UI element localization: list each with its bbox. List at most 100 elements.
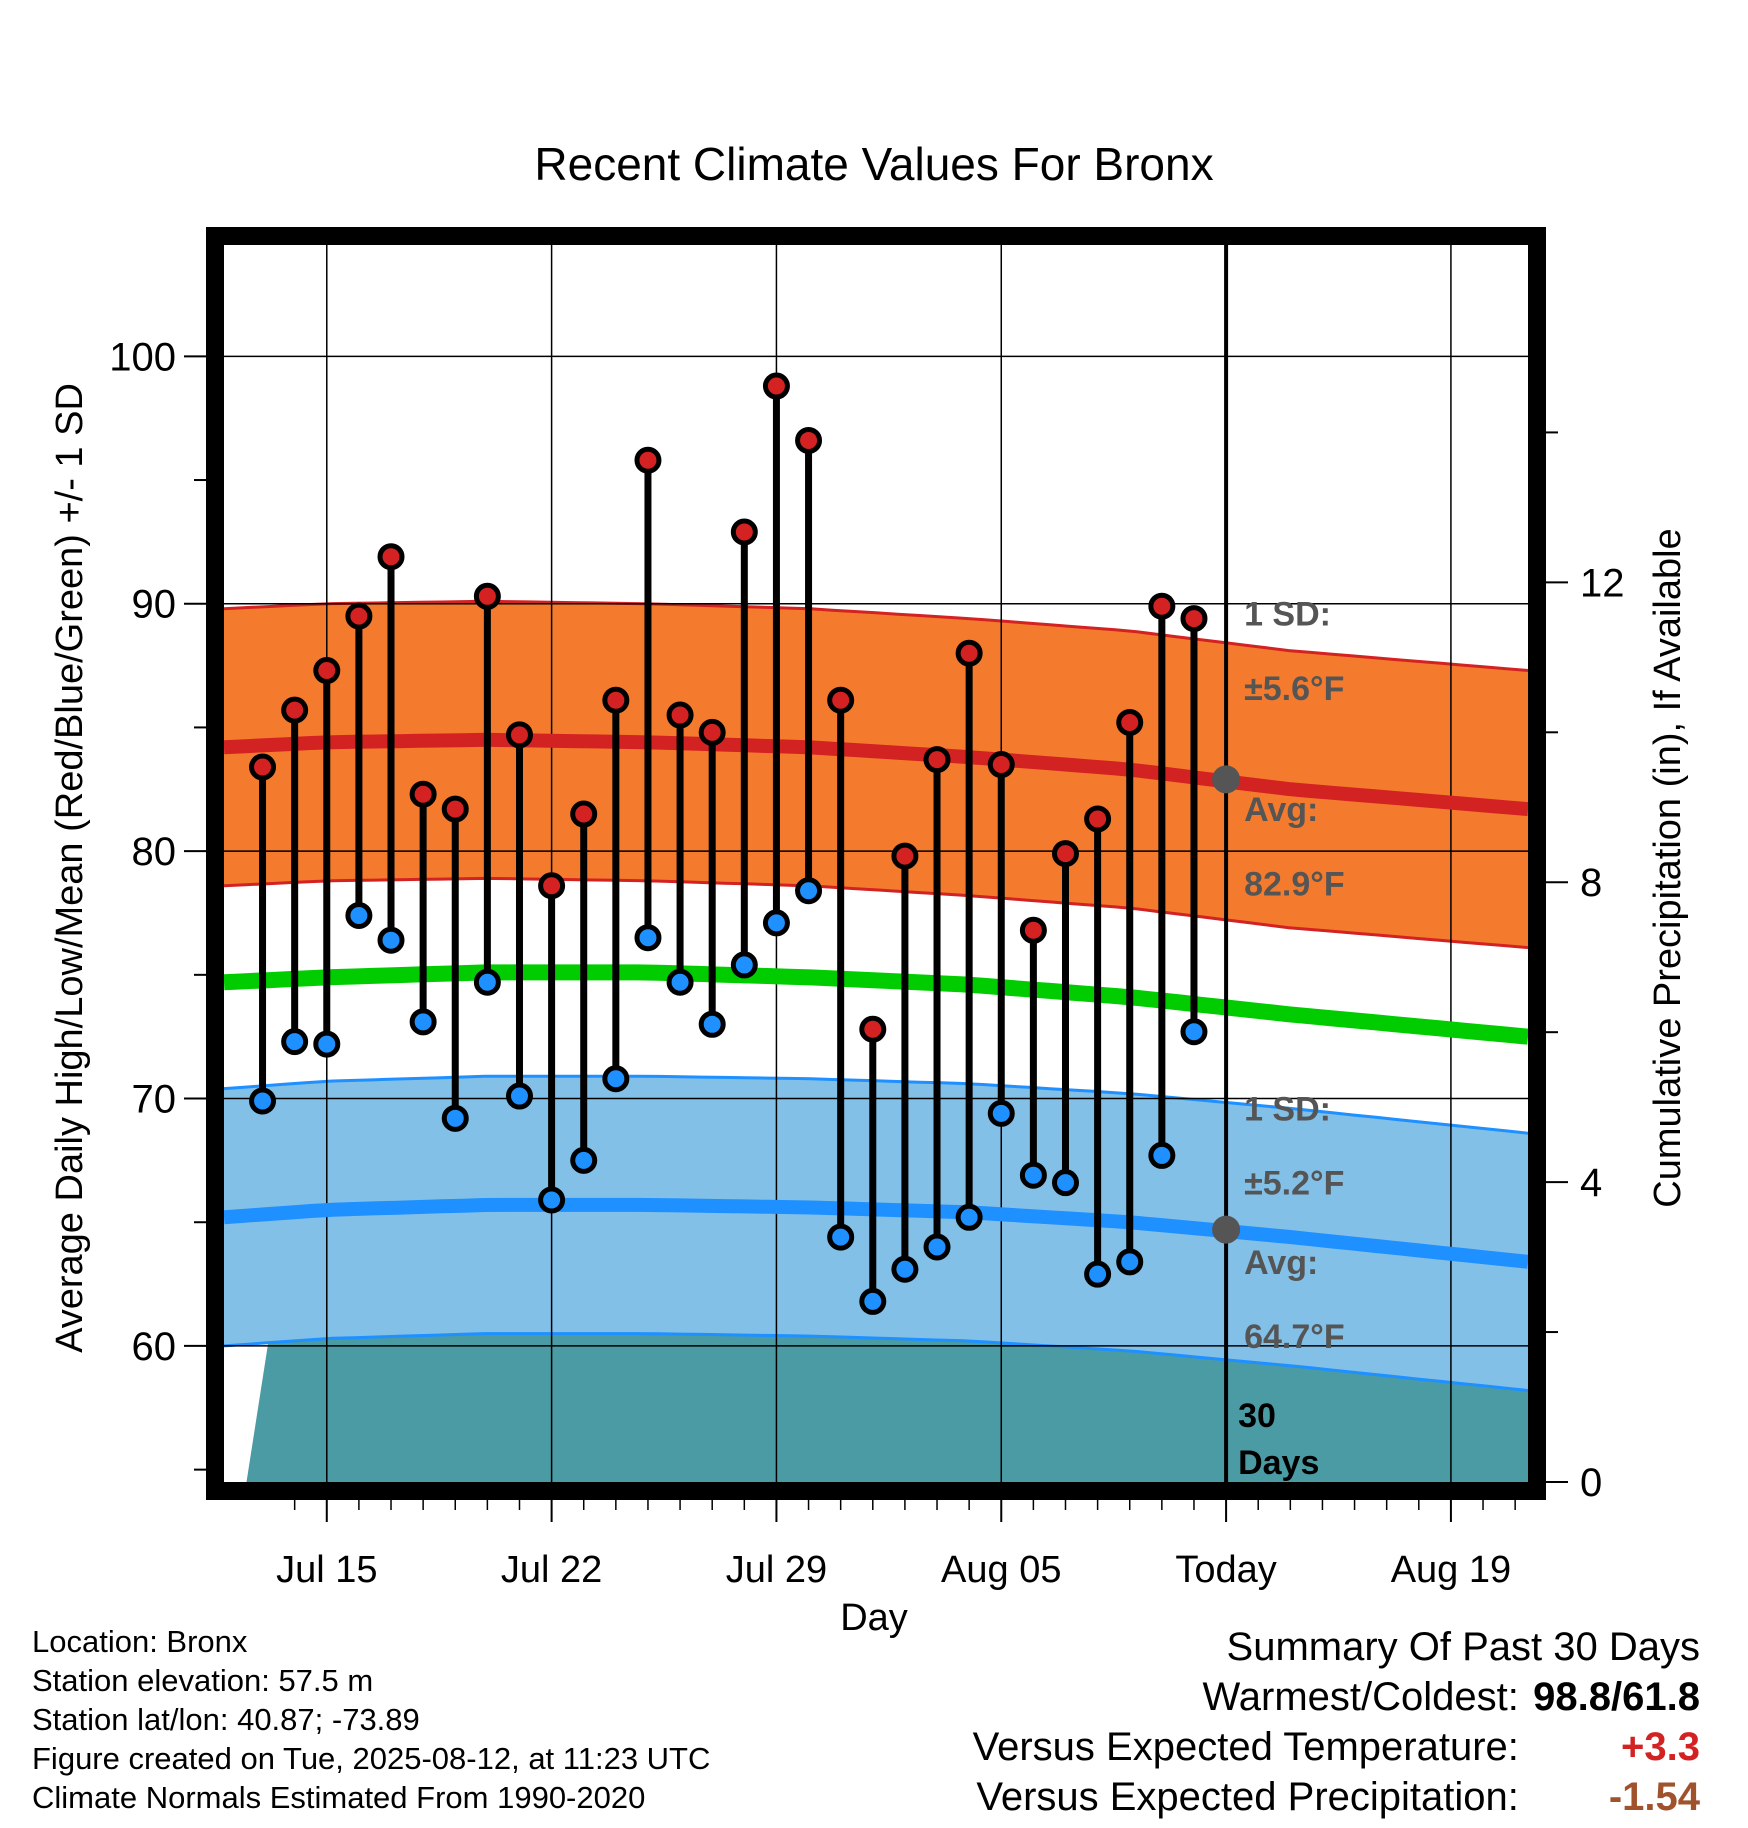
warm-cold-label: Warmest/Coldest: <box>1202 1675 1519 1719</box>
precip-value: -1.54 <box>1608 1775 1700 1819</box>
daily-high-point <box>409 780 437 808</box>
today-low-avg-point <box>1212 1215 1241 1244</box>
daily-high-point <box>538 872 566 900</box>
daily-low-point <box>827 1223 855 1251</box>
summary-temp-row: Versus Expected Temperature: +3.3 <box>973 1722 1700 1772</box>
warm-cold-value: 98.8/61.8 <box>1533 1675 1700 1719</box>
daily-low-point <box>409 1008 437 1036</box>
normal-high-line <box>224 732 1528 817</box>
plot-area <box>224 245 1528 1482</box>
daily-low-point <box>859 1287 887 1315</box>
normal-high-band <box>224 601 1528 948</box>
daily-high-point <box>377 543 405 571</box>
daily-low-point <box>634 924 662 952</box>
daily-high-point <box>1084 805 1112 833</box>
low-avg-value: 64.7°F <box>1244 1318 1345 1356</box>
y-left-tick-label: 90 <box>132 583 177 627</box>
daily-high-point <box>634 446 662 474</box>
daily-low-point <box>505 1082 533 1110</box>
location-text: Location: Bronx <box>32 1624 248 1659</box>
x-tick-label: Aug 19 <box>1391 1549 1511 1591</box>
daily-low-point <box>473 968 501 996</box>
daily-high-point <box>987 751 1015 779</box>
normal-mean-line <box>224 964 1528 1045</box>
daily-low-point <box>345 901 373 929</box>
daily-low-point <box>377 926 405 954</box>
y-left-tick-label: 60 <box>132 1325 177 1369</box>
daily-high-point <box>891 842 919 870</box>
days-count-word: Days <box>1238 1444 1319 1482</box>
daily-high-point <box>249 753 277 781</box>
normal-low-band-lower-edge <box>224 1332 1528 1392</box>
days-count-number: 30 <box>1238 1397 1276 1435</box>
latlon-text: Station lat/lon: 40.87; -73.89 <box>32 1702 420 1737</box>
daily-high-point <box>1116 708 1144 736</box>
high-avg-value: 82.9°F <box>1244 865 1345 903</box>
chart-title: Recent Climate Values For Bronx <box>534 138 1213 190</box>
daily-low-point <box>698 1010 726 1038</box>
daily-high-point <box>505 721 533 749</box>
precip-label: Versus Expected Precipitation: <box>976 1775 1519 1819</box>
daily-low-point <box>1051 1169 1079 1197</box>
summary-precip-row: Versus Expected Precipitation: -1.54 <box>973 1772 1700 1822</box>
x-tick-label: Jul 29 <box>726 1549 827 1591</box>
daily-high-point <box>570 800 598 828</box>
daily-low-point <box>795 877 823 905</box>
y-left-tick-label: 80 <box>132 830 177 874</box>
y-right-tick-label: 8 <box>1580 861 1602 905</box>
daily-high-point <box>281 696 309 724</box>
high-sd-label: 1 SD: <box>1244 596 1331 634</box>
daily-high-point <box>666 701 694 729</box>
y-left-tick-label: 100 <box>109 335 176 379</box>
daily-high-point <box>923 746 951 774</box>
daily-high-point <box>730 518 758 546</box>
temp-label: Versus Expected Temperature: <box>972 1725 1519 1769</box>
daily-high-point <box>795 426 823 454</box>
today-high-avg-point <box>1212 765 1241 794</box>
daily-high-point <box>698 718 726 746</box>
low-avg-label: Avg: <box>1244 1244 1318 1282</box>
daily-low-point <box>1084 1260 1112 1288</box>
daily-high-point <box>1019 916 1047 944</box>
normal-high-band-lower-edge <box>224 876 1528 950</box>
y-axis-right-label: Cumulative Precipitation (in), If Availa… <box>1647 528 1689 1207</box>
elevation-text: Station elevation: 57.5 m <box>32 1663 374 1698</box>
daily-high-point <box>1148 592 1176 620</box>
summary-panel: Summary Of Past 30 Days Warmest/Coldest:… <box>973 1622 1700 1822</box>
y-right-tick-label: 4 <box>1580 1161 1602 1205</box>
daily-low-point <box>955 1203 983 1231</box>
high-sd-value: ±5.6°F <box>1244 670 1344 708</box>
x-tick-label: Aug 05 <box>941 1549 1061 1591</box>
daily-low-point <box>1019 1161 1047 1189</box>
daily-high-point <box>955 639 983 667</box>
daily-low-point <box>762 909 790 937</box>
y-axis-left-label: Average Daily High/Low/Mean (Red/Blue/Gr… <box>49 383 91 1353</box>
low-sd-value: ±5.2°F <box>1244 1165 1344 1203</box>
daily-low-point <box>570 1146 598 1174</box>
daily-low-point <box>249 1087 277 1115</box>
daily-high-point <box>1180 605 1208 633</box>
daily-low-point <box>730 951 758 979</box>
daily-low-point <box>441 1104 469 1132</box>
summary-title: Summary Of Past 30 Days <box>1226 1625 1700 1669</box>
high-avg-label: Avg: <box>1244 791 1318 829</box>
daily-high-point <box>827 686 855 714</box>
x-tick-label: Jul 15 <box>276 1549 377 1591</box>
daily-high-point <box>441 795 469 823</box>
normals-text: Climate Normals Estimated From 1990-2020 <box>32 1780 646 1815</box>
daily-high-point <box>345 602 373 630</box>
daily-low-point <box>1148 1141 1176 1169</box>
daily-low-point <box>602 1065 630 1093</box>
summary-warm-cold-row: Warmest/Coldest: 98.8/61.8 <box>973 1672 1701 1722</box>
daily-low-point <box>987 1099 1015 1127</box>
daily-low-point <box>666 968 694 996</box>
x-tick-label: Today <box>1175 1549 1276 1591</box>
daily-high-point <box>762 372 790 400</box>
station-info: Location: Bronx Station elevation: 57.5 … <box>32 1622 710 1817</box>
y-left-tick-label: 70 <box>132 1078 177 1122</box>
plot-frame <box>206 227 1546 1500</box>
daily-high-point <box>859 1015 887 1043</box>
low-sd-label: 1 SD: <box>1244 1090 1331 1128</box>
daily-low-point <box>891 1255 919 1283</box>
